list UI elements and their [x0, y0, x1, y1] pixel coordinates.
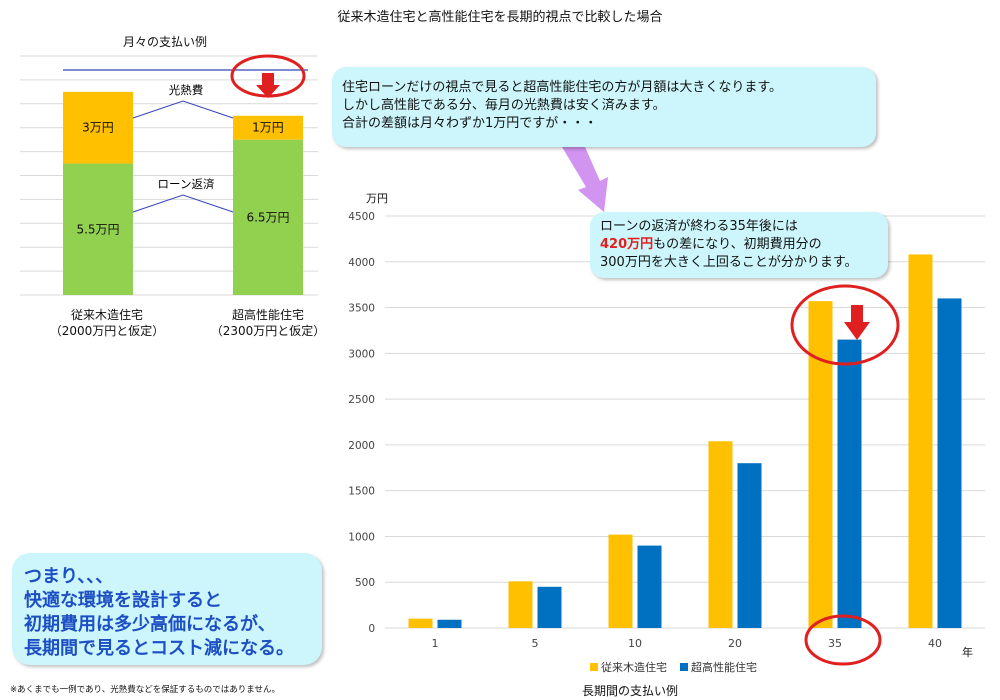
conclusion-line: 初期費用は多少高価になるが、: [24, 614, 276, 635]
x-tick-label: 35: [828, 637, 842, 650]
segment-value-label: 1万円: [252, 121, 284, 135]
y-tick-label: 500: [355, 577, 375, 589]
y-tick-label: 3000: [348, 348, 375, 360]
highlight-circle: [790, 284, 900, 366]
segment-value-label: 5.5万円: [76, 222, 119, 236]
y-tick-label: 1000: [348, 531, 375, 543]
stack-segment-utility: [63, 91, 133, 164]
house-label-conventional: 従来木造住宅 （2000万円と仮定）: [42, 307, 172, 339]
x-axis-title: 長期間の支払い例: [581, 684, 678, 698]
utility-connector: [132, 100, 234, 119]
legend-label: 従来木造住宅: [601, 660, 667, 674]
legend: 従来木造住宅 超高性能住宅: [590, 660, 757, 674]
bar-conventional: [408, 618, 433, 628]
legend-swatch: [590, 663, 598, 671]
bar-high-performance: [737, 463, 762, 628]
legend-label: 超高性能住宅: [691, 660, 757, 674]
bar-high-performance: [937, 298, 962, 628]
bubble-line: 420万円もの差になり、初期費用分の: [600, 236, 822, 254]
y-unit-label: 万円: [366, 192, 388, 205]
bubble-line: 合計の差額は月々わずか1万円ですが・・・: [342, 116, 598, 131]
y-tick-label: 1500: [348, 486, 375, 498]
long-term-bars: [408, 254, 962, 628]
y-tick-label: 4500: [348, 211, 375, 223]
conclusion-line: 快適な環境を設計すると: [24, 590, 222, 611]
loan-annotation: ローン返済: [158, 177, 215, 191]
bar-conventional: [608, 534, 633, 628]
bar-conventional: [708, 441, 733, 628]
x-tick-label: 1: [432, 637, 439, 650]
bubble-line: 住宅ローンだけの視点で見ると超高性能住宅の方が月額は大きくなります。: [342, 80, 783, 95]
house-price: （2000万円と仮定）: [49, 324, 165, 338]
x-tick-label: 10: [628, 637, 642, 650]
bar-conventional: [508, 581, 533, 628]
highlight-amount: 420万円: [600, 237, 654, 252]
legend-swatch: [680, 663, 688, 671]
loan-connector: [132, 194, 234, 213]
x-tick-label: 40: [928, 637, 942, 650]
footnote: ※あくまでも一例であり、光熱費などを保証するものではありません。: [10, 685, 280, 695]
y-tick-label: 0: [368, 623, 375, 635]
stack-segment-loan: [63, 163, 133, 295]
segment-value-label: 6.5万円: [246, 210, 289, 224]
purple-arrow-icon: [562, 140, 608, 212]
bar-conventional: [808, 301, 833, 628]
year-highlight-circle: [804, 614, 882, 666]
bar-high-performance: [637, 545, 662, 628]
page-title: 従来木造住宅と高性能住宅を長期的視点で比較した場合: [337, 10, 663, 25]
house-name: 従来木造住宅: [70, 308, 143, 322]
bubble-text: もの差になり、初期費用分の: [653, 237, 822, 252]
x-tick-label: 5: [532, 637, 539, 650]
monthly-chart-title: 月々の支払い例: [122, 35, 207, 49]
house-name: 超高性能住宅: [231, 308, 304, 322]
bubble-line: ローンの返済が終わる35年後には: [600, 219, 798, 234]
explanation-bubble-top: 住宅ローンだけの視点で見ると超高性能住宅の方が月額は大きくなります。 しかし高性…: [332, 67, 876, 147]
explanation-bubble-mid: ローンの返済が終わる35年後には 420万円もの差になり、初期費用分の 300万…: [590, 212, 888, 278]
x-tick-label: 20: [728, 637, 742, 650]
bar-high-performance: [837, 339, 862, 628]
down-arrow-icon: [844, 305, 870, 340]
y-tick-label: 4000: [348, 257, 375, 269]
y-tick-label: 2500: [348, 394, 375, 406]
stack-segment-loan: [233, 139, 303, 295]
utility-annotation: 光熱費: [169, 83, 204, 97]
down-arrow-icon: [256, 73, 280, 98]
x-unit-label: 年: [962, 646, 973, 659]
bubble-line: しかし高性能である分、毎月の光熱費は安く済みます。: [342, 98, 666, 113]
segment-value-label: 3万円: [82, 121, 114, 135]
stack-segment-utility: [233, 115, 303, 140]
conclusion-bubble: つまり、、、 快適な環境を設計すると 初期費用は多少高価になるが、 長期間で見る…: [12, 553, 322, 665]
bar-conventional: [908, 254, 933, 628]
y-tick-label: 2000: [348, 440, 375, 452]
house-price: （2300万円と仮定）: [210, 324, 326, 338]
house-label-high-performance: 超高性能住宅 （2300万円と仮定）: [202, 307, 334, 339]
bar-high-performance: [437, 619, 462, 628]
conclusion-line: 長期間で見るとコスト減になる。: [24, 638, 294, 659]
monthly-chart-bars: 5.5万円 3万円 6.5万円 1万円: [63, 91, 303, 295]
x-tick-labels: 1 5 10 20 35 40: [432, 637, 943, 650]
y-tick-label: 3500: [348, 303, 375, 315]
bar-high-performance: [537, 586, 562, 628]
conclusion-line: つまり、、、: [24, 566, 114, 587]
bubble-line: 300万円を大きく上回ることが分かります。: [600, 255, 858, 270]
